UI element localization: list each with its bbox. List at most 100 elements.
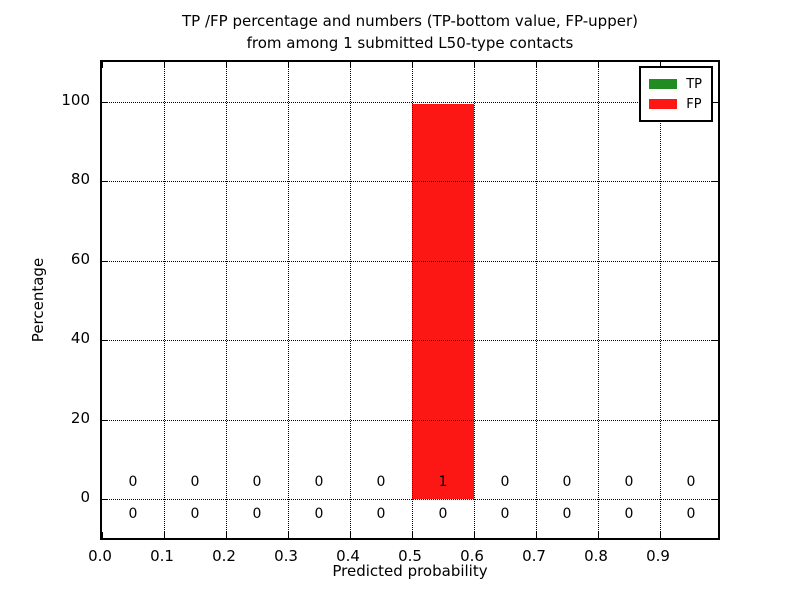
h-gridline bbox=[102, 499, 718, 500]
x-tick-mark bbox=[102, 532, 103, 538]
x-tick-mark bbox=[536, 532, 537, 538]
x-tick-label: 0.1 bbox=[150, 547, 174, 565]
h-gridline bbox=[102, 419, 718, 421]
fp-count-label: 0 bbox=[128, 474, 138, 490]
tp-count-label: 0 bbox=[190, 506, 200, 522]
y-tick-mark bbox=[712, 102, 718, 103]
tp-count-label: 0 bbox=[376, 506, 386, 522]
fp-count-label: 0 bbox=[314, 474, 324, 490]
fp-legend-label: FP bbox=[686, 96, 702, 112]
x-tick-mark bbox=[660, 532, 661, 538]
x-tick-mark bbox=[288, 62, 289, 68]
x-tick-mark bbox=[474, 62, 475, 68]
y-tick-mark bbox=[102, 260, 108, 262]
v-gridline bbox=[412, 62, 413, 538]
v-gridline bbox=[288, 62, 289, 538]
x-tick-mark bbox=[350, 532, 351, 538]
v-gridline bbox=[598, 62, 599, 538]
tp-count-label: 0 bbox=[252, 506, 262, 522]
h-gridline bbox=[102, 260, 718, 262]
tp-count-label: 0 bbox=[686, 506, 696, 522]
tp-count-label: 0 bbox=[500, 506, 510, 522]
x-tick-mark bbox=[102, 62, 103, 68]
x-tick-mark bbox=[350, 62, 351, 68]
y-tick-label: 20 bbox=[70, 408, 90, 427]
x-tick-mark bbox=[598, 62, 599, 68]
x-tick-mark bbox=[598, 532, 599, 538]
y-tick-mark bbox=[102, 419, 108, 421]
x-tick-label: 0.8 bbox=[584, 547, 608, 565]
v-gridline bbox=[350, 62, 351, 538]
x-tick-mark bbox=[412, 62, 413, 68]
x-tick-mark bbox=[226, 62, 227, 68]
y-tick-mark bbox=[712, 419, 718, 421]
tp-count-label: 0 bbox=[314, 506, 324, 522]
fp-count-label: 0 bbox=[624, 474, 634, 490]
h-gridline bbox=[102, 102, 718, 103]
y-tick-mark bbox=[102, 340, 108, 342]
legend: TP FP bbox=[639, 66, 713, 122]
y-tick-label: 80 bbox=[70, 170, 90, 189]
fp-count-label: 0 bbox=[190, 474, 200, 490]
x-tick-label: 0.7 bbox=[522, 547, 546, 565]
y-tick-mark bbox=[712, 260, 718, 262]
v-gridline bbox=[536, 62, 537, 538]
grid-layer bbox=[102, 62, 718, 538]
y-tick-label: 0 bbox=[80, 488, 90, 506]
tp-count-label: 0 bbox=[562, 506, 572, 522]
x-tick-mark bbox=[288, 532, 289, 538]
x-tick-label: 0.5 bbox=[398, 547, 422, 565]
chart-title-line2: from among 1 submitted L50-type contacts bbox=[246, 34, 574, 52]
fp-legend-swatch-icon bbox=[649, 99, 678, 109]
x-tick-label: 0.9 bbox=[646, 547, 670, 565]
fp-count-label: 0 bbox=[500, 474, 510, 490]
fp-count-label: 0 bbox=[562, 474, 572, 490]
x-tick-label: 0.4 bbox=[336, 547, 360, 565]
tp-count-label: 0 bbox=[128, 506, 138, 522]
x-tick-label: 0.2 bbox=[212, 547, 236, 565]
fp-count-label: 1 bbox=[438, 474, 448, 490]
v-gridline bbox=[660, 62, 661, 538]
tp-legend-swatch-icon bbox=[649, 79, 678, 89]
x-tick-label: 0.0 bbox=[88, 547, 112, 565]
chart-title: TP /FP percentage and numbers (TP-bottom… bbox=[100, 10, 720, 54]
legend-item-fp: FP bbox=[649, 94, 702, 114]
plot-area: 0 0 0 0 0 0 0 0 0 0 0 0 0 0 0 1 0 0 0 0 TP FP bbox=[100, 60, 720, 540]
y-tick-mark bbox=[712, 181, 718, 183]
y-tick-mark bbox=[102, 499, 108, 500]
fp-count-label: 0 bbox=[376, 474, 386, 490]
chart-title-line1: TP /FP percentage and numbers (TP-bottom… bbox=[182, 12, 638, 30]
v-gridline bbox=[164, 62, 165, 538]
fp-count-label: 0 bbox=[252, 474, 262, 490]
count-layer: 0 0 0 0 0 0 0 0 0 0 0 0 0 0 0 1 0 0 0 0 bbox=[102, 62, 718, 538]
y-tick-label: 60 bbox=[70, 249, 90, 268]
v-gridline bbox=[226, 62, 227, 538]
tick-layer bbox=[102, 62, 718, 538]
tp-count-label: 0 bbox=[438, 506, 448, 522]
x-tick-label: 0.6 bbox=[460, 547, 484, 565]
x-tick-label: 0.3 bbox=[274, 547, 298, 565]
x-axis-label: Predicted probability bbox=[332, 562, 488, 580]
fp-count-label: 0 bbox=[686, 474, 696, 490]
y-tick-label: 100 bbox=[61, 91, 90, 109]
h-gridline bbox=[102, 340, 718, 342]
legend-item-tp: TP bbox=[649, 74, 702, 94]
tp-legend-label: TP bbox=[686, 76, 702, 92]
y-tick-mark bbox=[102, 102, 108, 103]
bar-layer bbox=[102, 62, 718, 538]
y-tick-label: 40 bbox=[70, 329, 90, 348]
tp-count-label: 0 bbox=[624, 506, 634, 522]
x-tick-mark bbox=[412, 532, 413, 538]
y-tick-mark bbox=[102, 181, 108, 183]
x-tick-mark bbox=[226, 532, 227, 538]
x-tick-mark bbox=[536, 62, 537, 68]
y-tick-mark bbox=[712, 499, 718, 500]
h-gridline bbox=[102, 181, 718, 183]
x-tick-mark bbox=[164, 532, 165, 538]
fp-bar bbox=[412, 104, 474, 499]
x-tick-mark bbox=[660, 62, 661, 68]
v-gridline bbox=[474, 62, 475, 538]
y-tick-mark bbox=[712, 340, 718, 342]
x-tick-mark bbox=[164, 62, 165, 68]
